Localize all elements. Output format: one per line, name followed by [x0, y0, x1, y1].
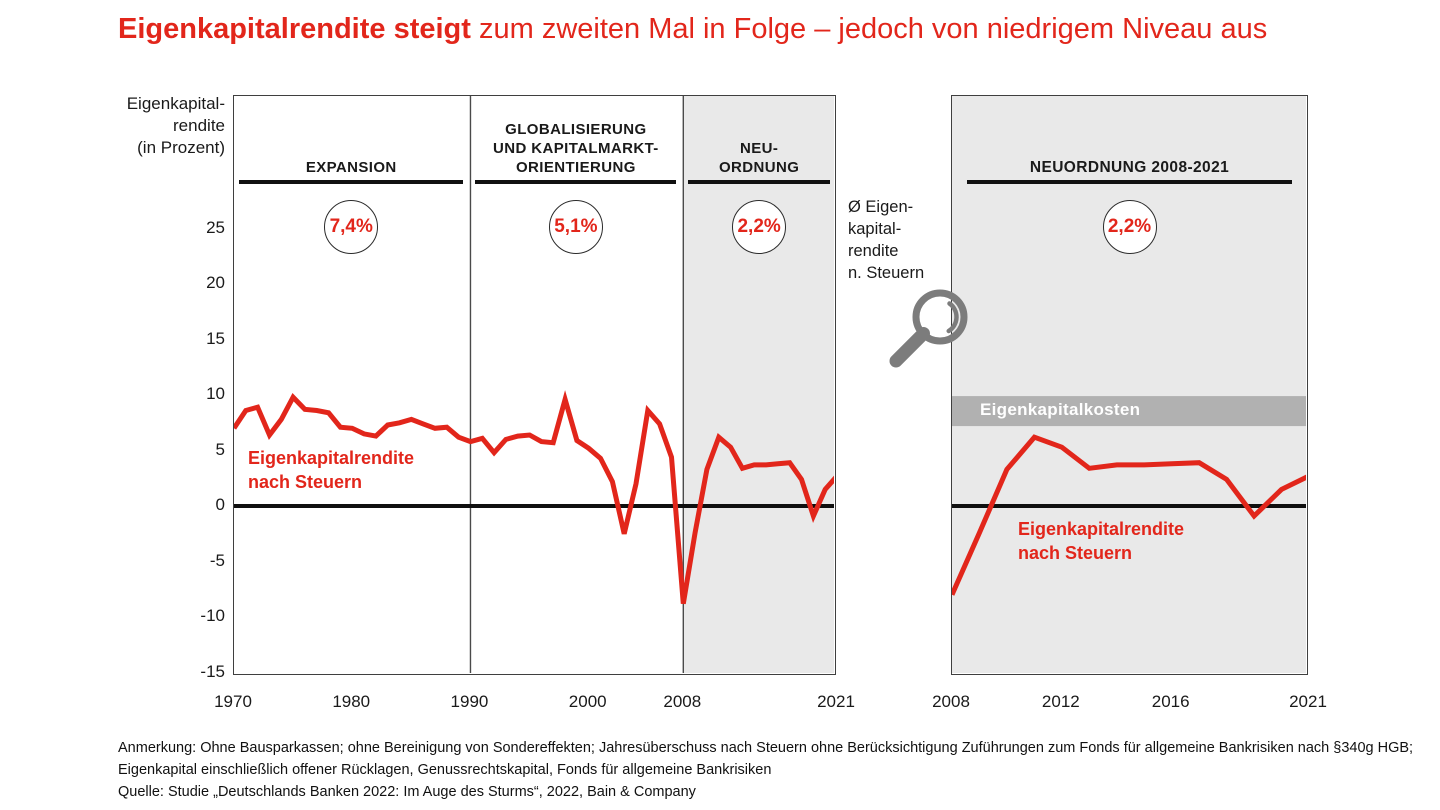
right-chart-panel [951, 95, 1308, 675]
y-tick-label: 0 [215, 495, 225, 514]
text-line: Eigenkapitalrendite [248, 448, 415, 468]
y-tick-label: 20 [206, 273, 225, 292]
footnotes: Anmerkung: Ohne Bausparkassen; ohne Bere… [118, 737, 1413, 803]
text-line: Quelle: Studie „Deutschlands Banken 2022… [118, 784, 696, 800]
era-label-line: NEUORDNUNG 2008-2021 [1029, 159, 1230, 176]
era-average-value: 2,2% [1107, 216, 1152, 237]
magnifier-icon [889, 289, 968, 368]
era-label-line: NEU- [740, 140, 779, 157]
text-line: n. Steuern [848, 264, 925, 282]
left-chart-panel [233, 95, 836, 675]
avg-roe-note: Ø Eigen-kapital-rendite n. Steuern [848, 196, 924, 284]
page-title: Eigenkapitalrendite steigt zum zweiten M… [118, 11, 1267, 47]
x-tick-label: 2008 [932, 692, 970, 711]
right-chart-plot [952, 96, 1306, 673]
x-tick-label: 1980 [332, 692, 371, 711]
era-underline [239, 180, 464, 184]
era-underline [475, 180, 677, 184]
era-average-value: 7,4% [329, 216, 373, 237]
era-label-line: ORIENTIERUNG [515, 159, 636, 176]
y-tick-label: -5 [209, 550, 225, 570]
x-tick-label: 1990 [450, 692, 489, 711]
x-tick-label: 2021 [817, 692, 855, 711]
x-tick-label: 1970 [214, 692, 252, 711]
era-label-line: UND KAPITALMARKT- [493, 140, 659, 157]
era-average-circle: 2,2% [732, 200, 787, 254]
title-rest: zum zweiten Mal in Folge – jedoch von ni… [470, 13, 1268, 45]
era-average-circle: 5,1% [548, 200, 603, 254]
text-line: nach Steuern [1018, 543, 1133, 563]
text-line: Ø Eigen- [848, 198, 914, 216]
text-line: kapital- [848, 220, 902, 238]
text-line: Eigenkapitalrendite [1018, 519, 1185, 539]
text-line: rendite [173, 116, 225, 135]
y-tick-label: 10 [206, 384, 225, 403]
era-average-value: 2,2% [737, 216, 781, 237]
y-tick-label: -10 [200, 606, 225, 625]
era-underline [688, 180, 830, 184]
left-chart-plot [234, 96, 834, 673]
x-tick-label: 2012 [1041, 692, 1080, 711]
title-emphasis: Eigenkapitalrendite steigt [118, 13, 471, 45]
era-average-circle: 2,2% [1102, 200, 1157, 254]
era-label: EXPANSION [233, 100, 469, 177]
cost-of-equity-band-label: Eigenkapitalkosten [980, 400, 1141, 420]
x-tick-label: 2016 [1151, 692, 1190, 711]
era-label-line: GLOBALISIERUNG [505, 121, 647, 138]
era-label-line: EXPANSION [305, 159, 397, 176]
y-tick-label: 15 [206, 328, 225, 348]
right-panel-header: NEUORDNUNG 2008-2021 [951, 100, 1308, 177]
era-average-value: 5,1% [554, 216, 598, 237]
y-tick-label: -15 [200, 661, 225, 681]
x-tick-label: 2021 [1289, 692, 1327, 711]
x-tick-label: 2008 [663, 692, 702, 711]
era-label: GLOBALISIERUNG UND KAPITALMARKT- ORIENTIER… [469, 100, 682, 177]
series-label-right: Eigenkapitalrendite nach Steuern [1018, 517, 1184, 565]
era-label: NEU- ORDNUNG [682, 100, 836, 177]
text-line: Anmerkung: Ohne Bausparkassen; ohne Bere… [118, 740, 1414, 756]
era-label-line: ORDNUNG [718, 159, 800, 176]
y-tick-label: 5 [215, 439, 225, 459]
text-line: (in Prozent) [137, 138, 225, 157]
era-underline [967, 180, 1292, 184]
text-line: Eigenkapital einschließlich offener Rück… [118, 762, 772, 778]
y-tick-label: 25 [206, 217, 225, 237]
era-average-circle: 7,4% [324, 200, 379, 254]
y-axis-title: Eigenkapital-rendite (in Prozent) [80, 93, 225, 159]
text-line: Eigenkapital- [126, 94, 225, 113]
x-tick-label: 2000 [568, 692, 607, 711]
text-line: rendite [848, 242, 899, 260]
series-label-left: Eigenkapitalrendite nach Steuern [248, 446, 414, 494]
text-line: nach Steuern [248, 472, 363, 492]
